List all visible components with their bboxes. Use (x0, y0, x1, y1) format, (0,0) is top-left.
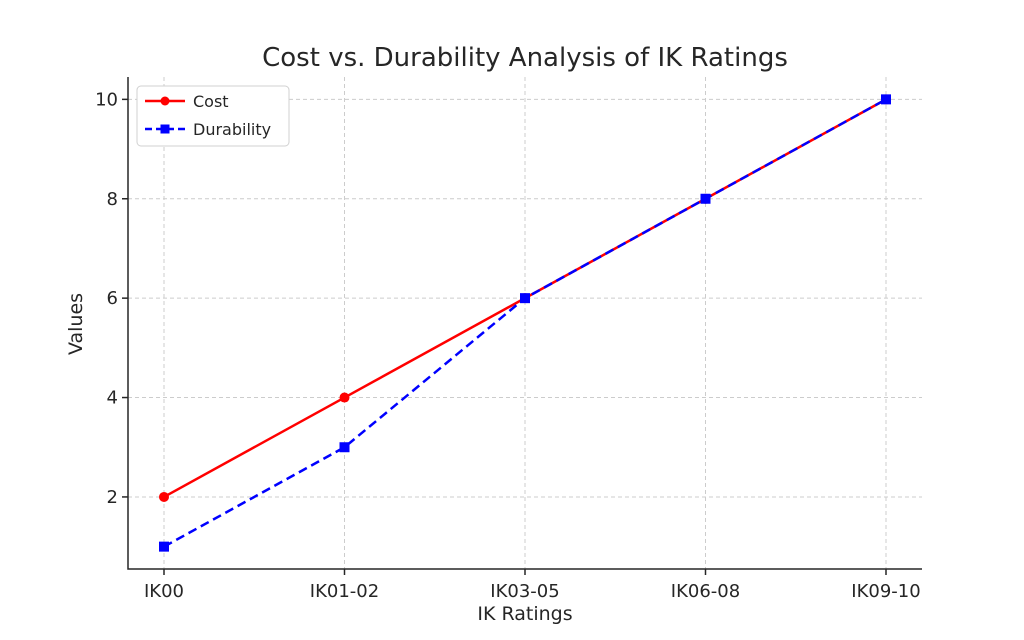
x-axis-label: IK Ratings (477, 603, 572, 625)
x-tick-label: IK06-08 (671, 581, 740, 602)
legend-item: Durability (145, 120, 271, 139)
grid (128, 77, 922, 569)
data-point (881, 94, 891, 105)
data-point (159, 491, 169, 502)
x-tick-label: IK01-02 (310, 581, 379, 602)
x-tick-label: IK00 (144, 581, 184, 602)
y-tick-label: 8 (107, 189, 118, 210)
axes: IK00 IK01-02 IK03-05 IK06-08 IK09-10 2 4 6 8 10 (95, 77, 922, 602)
y-tick-label: 6 (107, 288, 118, 309)
x-tick-label: IK09-10 (851, 581, 920, 602)
legend-label: Durability (193, 120, 271, 139)
legend-marker (160, 124, 170, 134)
data-point (339, 392, 350, 403)
legend-label: Cost (193, 92, 229, 111)
axis-spine (127, 77, 922, 570)
data-point (520, 293, 530, 304)
y-tick-label: 2 (107, 487, 118, 508)
series-layer (159, 94, 891, 552)
legend-marker (160, 96, 170, 106)
data-point (700, 193, 711, 204)
y-axis-label: Values (65, 293, 87, 355)
series-durability (159, 94, 891, 552)
x-tick-label: IK03-05 (490, 581, 559, 602)
y-tick-label: 4 (107, 388, 118, 409)
chart-title: Cost vs. Durability Analysis of IK Ratin… (262, 43, 788, 73)
y-tick-label: 10 (95, 89, 118, 110)
legend-item: Cost (145, 92, 229, 111)
data-point (159, 541, 169, 552)
data-point (339, 442, 350, 453)
legend: Cost Durability (136, 85, 290, 147)
